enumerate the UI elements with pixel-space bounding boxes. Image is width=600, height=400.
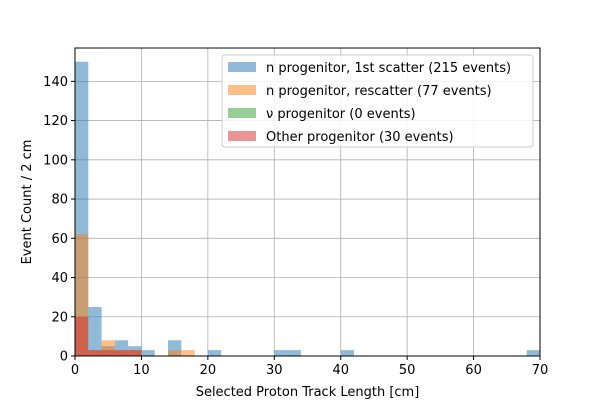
x-tick-label: 50 — [399, 363, 416, 378]
bar-series-1 — [168, 350, 182, 356]
y-tick-label: 40 — [51, 271, 68, 286]
legend-swatch — [228, 108, 256, 118]
bar-series-0 — [88, 306, 102, 356]
bar-series-3 — [101, 350, 115, 356]
y-axis-label: Event Count / 2 cm — [20, 140, 35, 265]
plot-frame — [74, 47, 541, 357]
y-tick-label: 80 — [51, 193, 68, 208]
bar-series-1 — [181, 350, 195, 356]
legend-label: Other progenitor (30 events) — [266, 130, 454, 145]
bar-series-3 — [75, 316, 89, 356]
x-axis-label: Selected Proton Track Length [cm] — [196, 385, 420, 400]
bar-series-3 — [88, 350, 102, 356]
y-tick-label: 0 — [60, 350, 68, 365]
y-tick-label: 120 — [43, 114, 68, 129]
axis-ticks: 0 10 20 30 40 50 60 70 0 20 40 60 80 100 120 140 — [43, 75, 548, 378]
legend-label: n progenitor, 1st scatter (215 events) — [266, 61, 511, 76]
legend-box — [221, 54, 534, 148]
bar-series-0 — [340, 350, 354, 356]
x-tick-label: 10 — [133, 363, 150, 378]
y-tick-label: 100 — [43, 153, 68, 168]
x-tick-label: 40 — [332, 363, 349, 378]
legend-swatch — [228, 62, 256, 72]
y-tick-label: 60 — [51, 232, 68, 247]
x-tick-label: 0 — [71, 363, 79, 378]
bar-series-0 — [141, 350, 155, 356]
bar-series-0 — [207, 350, 222, 356]
legend-label: n progenitor, rescatter (77 events) — [266, 84, 492, 99]
y-tick-label: 20 — [51, 310, 68, 325]
bar-series-0 — [274, 350, 288, 356]
legend-swatch — [228, 131, 256, 141]
x-tick-label: 30 — [266, 363, 283, 378]
legend: n progenitor, 1st scatter (215 events) n … — [221, 54, 534, 148]
bar-series-3 — [128, 350, 142, 356]
legend-swatch — [228, 85, 256, 95]
x-tick-label: 20 — [200, 363, 217, 378]
y-tick-label: 140 — [43, 75, 68, 90]
bar-series-0 — [526, 350, 540, 356]
x-tick-label: 60 — [465, 363, 482, 378]
bar-series-3 — [114, 350, 129, 356]
x-tick-label: 70 — [532, 363, 549, 378]
legend-label: ν progenitor (0 events) — [266, 107, 416, 122]
bar-series-0 — [287, 350, 301, 356]
histogram-bars — [75, 61, 540, 356]
